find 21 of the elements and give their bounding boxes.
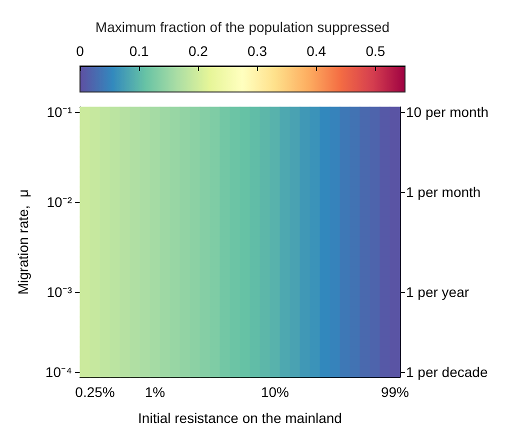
color-bar-title: Maximum fraction of the population suppressed [95,19,390,35]
y-tick-label: 10⁻² [46,194,72,210]
x-tick-label: 1% [144,384,166,400]
x-axis-title: Initial resistance on the mainland [138,410,342,426]
x-tick-label: 10% [260,384,290,400]
color-bar-label: 0.5 [366,43,386,59]
x-tick-label: 99% [380,384,410,400]
color-bar-label: 0 [76,43,84,59]
y2-tick-label: 10 per month [406,104,488,120]
x-tick-label: 0.25% [75,384,115,400]
y-tick-label: 10⁻¹ [46,104,72,120]
y2-tick-label: 1 per decade [406,364,488,380]
color-bar-label: 0.4 [306,43,326,59]
y2-tick-label: 1 per month [406,184,481,200]
y-axis-title: Migration rate, μ [15,189,31,295]
color-bar-label: 0.2 [188,43,208,59]
color-bar-label: 0.1 [129,43,150,59]
color-bar-label: 0.3 [248,43,268,59]
y2-tick-label: 1 per year [406,284,470,300]
y-tick-label: 10⁻³ [46,284,72,300]
y-tick-label: 10⁻⁴ [45,364,72,380]
